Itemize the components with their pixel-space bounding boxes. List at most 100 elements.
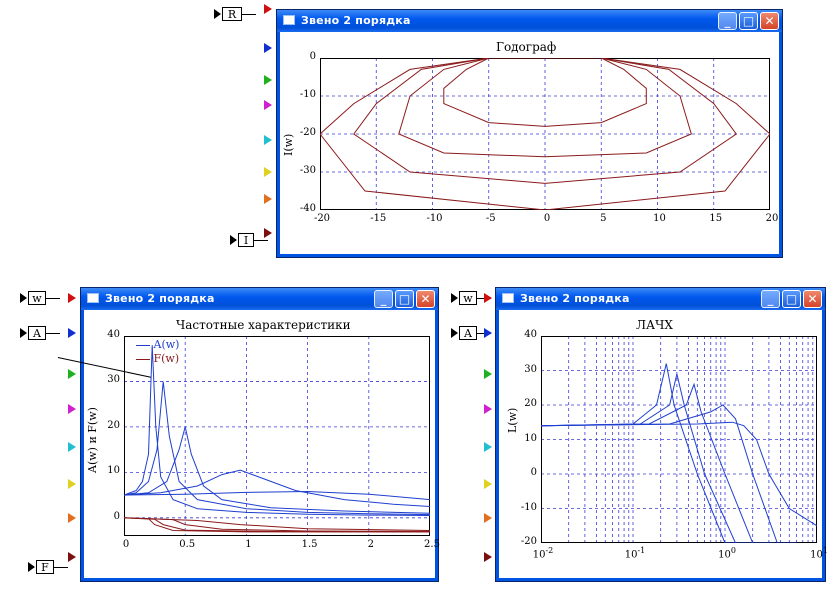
maximize-button[interactable]: □: [782, 290, 801, 308]
x-tick-label: 2: [367, 539, 374, 550]
port-r[interactable]: R: [222, 7, 242, 21]
x-tick-label: 10: [653, 213, 666, 224]
input-arrow-icon: [68, 293, 76, 303]
legend-phase: F(w): [153, 352, 180, 365]
x-tick-label: 101: [810, 546, 828, 561]
input-arrow-icon: [68, 479, 76, 489]
series-line: [353, 58, 738, 184]
x-tick-label: -5: [485, 213, 496, 224]
input-arrow-icon: [264, 100, 272, 110]
x-tick-label: 100: [718, 546, 736, 561]
input-arrow-icon: [68, 513, 76, 523]
x-tick-label: 0: [543, 213, 551, 224]
hodograph-window[interactable]: Звено 2 порядка _ □ ✕ Годограф I(w) -20-…: [276, 9, 783, 258]
y-tick-label: 30: [107, 374, 120, 386]
port-w-2[interactable]: w: [459, 291, 477, 305]
plot-frame: [541, 336, 817, 543]
y-tick-label: 0: [113, 510, 120, 522]
y-tick-label: -10: [299, 89, 316, 100]
frequency-window[interactable]: Звено 2 порядка _ □ ✕ Частотные характер…: [80, 287, 440, 582]
maximize-button[interactable]: □: [395, 290, 414, 308]
port-f[interactable]: F: [36, 560, 54, 574]
plot-frame: [124, 336, 430, 536]
y-tick-label: 10: [107, 465, 120, 477]
window-title: Звено 2 порядка: [105, 292, 215, 305]
plot-svg: [320, 58, 770, 210]
close-button[interactable]: ✕: [416, 290, 435, 308]
plot-svg: [124, 336, 430, 536]
input-arrow-icon: [264, 4, 272, 14]
x-tick-label: 0.5: [179, 539, 196, 550]
x-tick-label: 15: [709, 213, 723, 224]
chart-title: ЛАЧХ: [636, 318, 673, 332]
window-icon: [87, 293, 99, 303]
chart-title: Частотные характеристики: [176, 318, 351, 332]
input-arrow-icon: [264, 167, 272, 177]
series-line: [541, 404, 797, 543]
input-arrow-icon: [484, 293, 492, 303]
port-w[interactable]: w: [28, 291, 46, 305]
port-a-2[interactable]: A: [459, 326, 477, 340]
series-line: [124, 517, 430, 531]
input-arrow-icon: [484, 513, 492, 523]
y-tick-label: -20: [520, 536, 537, 547]
port-arrow-icon: [28, 562, 35, 572]
maximize-button[interactable]: □: [739, 12, 758, 30]
plot-svg: [541, 336, 817, 543]
port-a[interactable]: A: [28, 326, 46, 340]
port-arrow-icon: [451, 328, 458, 338]
series-line: [124, 345, 430, 516]
lachx-plot: 10-2 10-1 100 101 40 30 20 10 0 -10 -20: [521, 329, 828, 560]
y-tick-label: 10: [524, 432, 537, 444]
input-arrow-icon: [68, 442, 76, 452]
y-tick-label: 20: [107, 419, 120, 431]
window-titlebar[interactable]: Звено 2 порядка _ □ ✕: [277, 10, 782, 32]
y-tick-label: 20: [524, 398, 537, 409]
close-button[interactable]: ✕: [803, 290, 822, 308]
port-arrow-icon: [214, 9, 221, 19]
port-wire: [46, 298, 60, 299]
minimize-button[interactable]: _: [718, 12, 737, 30]
port-arrow-icon: [451, 293, 458, 303]
input-arrow-icon: [264, 194, 272, 204]
input-arrow-icon: [68, 328, 76, 338]
window-titlebar[interactable]: Звено 2 порядка _ □ ✕: [496, 288, 825, 310]
series-line: [541, 363, 753, 543]
x-tick-label: 10-2: [532, 546, 554, 561]
x-tick-label: 2.5: [424, 539, 440, 550]
minimize-button[interactable]: _: [374, 290, 393, 308]
series-line: [124, 490, 430, 501]
port-arrow-icon: [20, 328, 27, 338]
input-arrow-icon: [68, 369, 76, 379]
y-tick-label: 40: [524, 329, 537, 340]
input-arrow-icon: [264, 43, 272, 53]
input-arrow-icon: [264, 75, 272, 85]
frequency-plot: 0 0.5 1 1.5 2 2.5 40 30 20 10 0: [107, 329, 440, 550]
window-icon: [283, 15, 295, 25]
input-arrow-icon: [484, 442, 492, 452]
series-line: [320, 58, 770, 210]
window-titlebar[interactable]: Звено 2 порядка _ □ ✕: [81, 288, 438, 310]
minimize-button[interactable]: _: [761, 290, 780, 308]
port-arrow-icon: [230, 235, 237, 245]
series-line: [124, 426, 430, 514]
x-tick-label: 1: [245, 539, 252, 550]
input-arrow-icon: [484, 328, 492, 338]
port-wire: [46, 333, 60, 334]
input-arrow-icon: [484, 404, 492, 414]
series-line: [541, 373, 762, 543]
port-i[interactable]: I: [238, 233, 254, 247]
port-wire: [54, 567, 68, 568]
input-arrow-icon: [68, 552, 76, 562]
x-tick-label: 0: [122, 539, 130, 550]
close-button[interactable]: ✕: [760, 12, 779, 30]
y-tick-label: 0: [530, 467, 537, 478]
port-arrow-icon: [20, 293, 27, 303]
input-arrow-icon: [264, 228, 272, 238]
legend: A(w) F(w): [136, 338, 179, 366]
y-tick-label: 40: [107, 329, 120, 340]
port-wire: [254, 240, 268, 241]
series-line: [541, 421, 817, 527]
lachx-window[interactable]: Звено 2 порядка _ □ ✕ ЛАЧХ L(w) 10-2 10-1…: [495, 287, 828, 582]
y-tick-label: 0: [309, 51, 316, 62]
